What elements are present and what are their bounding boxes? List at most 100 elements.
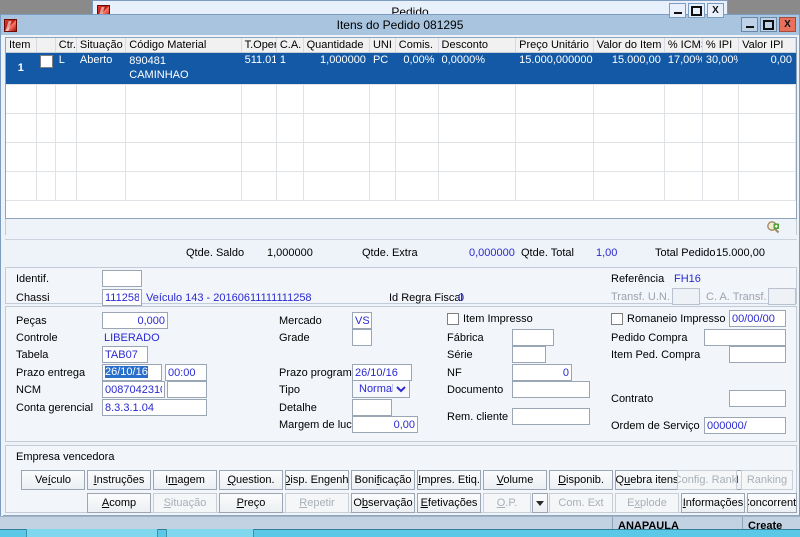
op-button[interactable]: O.P. [483,493,531,513]
prazo-entrega-hora-input[interactable] [165,364,207,381]
instrucoes-button[interactable]: Instruções [87,470,151,490]
col-codigo-material[interactable]: Código Material [126,38,242,52]
disponib-button[interactable]: Disponib. [549,470,613,490]
close-button-pedido[interactable]: X [707,3,724,18]
documento-input[interactable] [512,381,590,398]
nf-input[interactable] [512,364,572,381]
cell-empty [37,114,56,142]
question-button[interactable]: Question. [219,470,283,490]
col-ca[interactable]: C.A. [277,38,304,52]
table-row[interactable]: 1 L Aberto 890481 CAMINHAO 511.01 1 1,00… [6,53,796,85]
romaneio-impresso-checkbox[interactable] [611,313,623,325]
table-row-empty[interactable] [6,143,796,172]
concorrente-button[interactable]: Concorrente [747,493,797,513]
col-pct-icms[interactable]: % ICMS [665,38,703,52]
row-checkbox[interactable] [39,55,53,68]
tipo-select[interactable]: Normal [352,380,410,398]
veiculo-button[interactable]: Veículo [21,470,85,490]
item-impresso-checkbox-row[interactable]: Item Impresso [447,313,533,325]
table-row-empty[interactable] [6,172,796,201]
romaneio-impresso-checkbox-row[interactable]: Romaneio Impresso [611,313,725,325]
close-button-itens[interactable]: X [779,17,796,32]
detalhe-input[interactable] [352,399,392,416]
ncm-secondary-input[interactable] [167,381,207,398]
cell-toper: 511.01 [244,54,277,66]
grade-input[interactable] [352,329,372,346]
magnifier-plus-icon[interactable] [766,220,780,234]
col-pct-ipi[interactable]: % IPI [703,38,740,52]
impres-etiq-button[interactable]: Impres. Etiq. [417,470,481,490]
table-row-empty[interactable] [6,114,796,143]
rem-cliente-input[interactable] [512,408,590,425]
ca-transf-input[interactable] [768,288,796,305]
op-dropdown-arrow-icon[interactable] [532,493,548,513]
titlebar-itens[interactable]: Itens do Pedido 081295 X [1,15,799,35]
bonificacao-button[interactable]: Bonificação [351,470,415,490]
cell-empty [739,85,796,113]
com-ext-button[interactable]: Com. Ext [549,493,613,513]
contrato-input[interactable] [729,390,786,407]
mercado-input[interactable] [352,312,372,329]
config-rank-button[interactable]: Config. Rank. [677,470,737,490]
taskbar[interactable] [0,529,800,537]
col-quantidade[interactable]: Quantidade [304,38,370,52]
observacao-button[interactable]: Observação [351,493,415,513]
item-impresso-checkbox[interactable] [447,313,459,325]
preco-button[interactable]: Preço [219,493,283,513]
col-preco-unitario[interactable]: Preço Unitário [516,38,594,52]
col-valor-ipi[interactable]: Valor IPI [739,38,796,52]
cell-empty [126,85,242,113]
col-situacao[interactable]: Situação [77,38,127,52]
maximize-button-itens[interactable] [760,17,777,32]
prazo-entrega-input[interactable]: 26/10/16 [102,364,162,381]
acomp-button[interactable]: Acomp [87,493,151,513]
conta-gerencial-input[interactable] [102,399,207,416]
cell-empty [56,85,77,113]
col-toper[interactable]: T.Oper. [242,38,277,52]
serie-input[interactable] [512,346,546,363]
taskbar-item-2[interactable] [166,529,254,537]
taskbar-item-1[interactable] [26,529,158,537]
chassi-input[interactable] [102,289,142,306]
pedido-compra-input[interactable] [704,329,786,346]
romaneio-data-input[interactable] [729,310,786,327]
ncm-input[interactable] [102,381,165,398]
minimize-button-pedido[interactable] [669,3,686,18]
label-contrato: Contrato [611,393,654,405]
cell-checkbox-wrap[interactable] [37,53,56,84]
label-qtde-total: Qtde. Total [521,247,574,259]
col-uni[interactable]: UNI [370,38,396,52]
col-desconto[interactable]: Desconto [439,38,517,52]
col-ctr[interactable]: Ctr. [56,38,77,52]
label-conta-gerencial: Conta gerencial [16,402,94,414]
efetivacoes-button[interactable]: Efetivações [417,493,481,513]
margem-lucro-input[interactable] [352,416,418,433]
identif-input[interactable] [102,270,142,287]
items-grid[interactable]: Item Ctr. Situação Código Material T.Ope… [5,37,797,219]
cell-empty [439,172,517,200]
disp-engenh-button[interactable]: Disp. Engenh. [285,470,349,490]
maximize-button-pedido[interactable] [688,3,705,18]
col-check[interactable] [37,38,56,52]
col-item[interactable]: Item [6,38,37,52]
imagem-button[interactable]: Imagem [153,470,217,490]
explode-button[interactable]: Explode [615,493,679,513]
transf-un-input[interactable] [672,288,700,305]
volume-button[interactable]: Volume [483,470,547,490]
ranking-button[interactable]: Ranking [741,470,793,490]
col-comis[interactable]: Comis. [396,38,439,52]
fabrica-input[interactable] [512,329,554,346]
cell-empty [126,143,242,171]
table-row-empty[interactable] [6,85,796,114]
ordem-servico-input[interactable] [704,417,786,434]
pecas-input[interactable] [102,312,168,329]
tabela-input[interactable] [102,346,148,363]
prazo-programado-input[interactable] [352,364,412,381]
col-valor-item[interactable]: Valor do Item [594,38,665,52]
repetir-button[interactable]: Repetir [285,493,349,513]
informacoes-button[interactable]: Informações [681,493,745,513]
quebra-itens-button[interactable]: Quebra itens [615,470,679,490]
minimize-button-itens[interactable] [741,17,758,32]
item-ped-compra-input[interactable] [729,346,786,363]
situacao-button[interactable]: Situação [153,493,217,513]
